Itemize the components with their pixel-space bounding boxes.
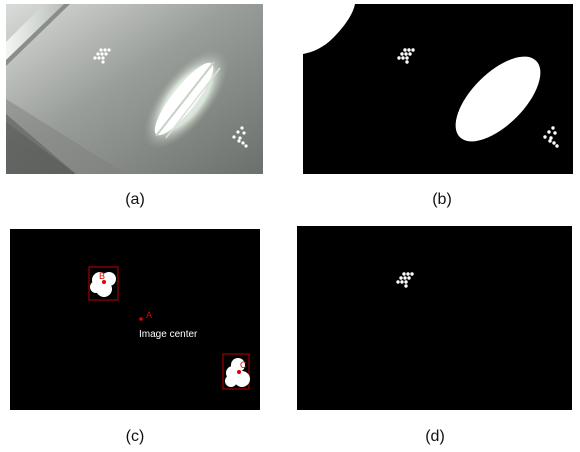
caption-d: (d) [425,428,445,445]
blob-detection-image: B A Image center C [10,229,260,410]
caption-a: (a) [125,191,145,208]
ceiling-photo-image [6,4,263,174]
center-point-a [139,317,143,321]
caption-c: (c) [125,428,145,445]
led-pattern-image [297,226,572,410]
panel-c-blob-detection: B A Image center C [10,229,260,410]
blob-b [88,266,119,301]
panel-a-ceiling-photo [6,4,263,174]
image-center-label: Image center [139,329,198,340]
caption-b: (b) [432,191,452,208]
label-c: C [240,360,247,370]
label-b: B [99,271,105,281]
binary-image [303,4,573,174]
panel-b-binary-image [303,4,573,174]
blob-c [222,353,250,390]
label-a: A [146,310,152,320]
panel-d-led-pattern [297,226,572,410]
